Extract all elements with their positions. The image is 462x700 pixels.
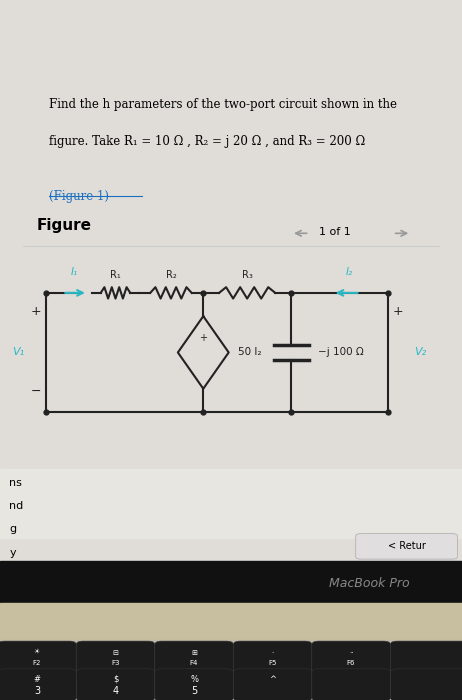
Bar: [0, 603, 462, 640]
FancyBboxPatch shape: [76, 668, 155, 700]
Text: I₁: I₁: [70, 267, 78, 276]
Text: ns: ns: [9, 478, 22, 488]
Bar: [0, 469, 462, 538]
Text: R₂: R₂: [165, 270, 176, 280]
FancyBboxPatch shape: [390, 668, 462, 700]
FancyBboxPatch shape: [312, 668, 390, 700]
Text: 50 I₂: 50 I₂: [238, 347, 261, 358]
Text: F2: F2: [33, 660, 41, 666]
Text: +: +: [199, 333, 207, 343]
Text: Figure: Figure: [37, 218, 92, 233]
Text: %: %: [190, 675, 198, 684]
Text: y: y: [9, 547, 16, 557]
Text: +: +: [31, 304, 41, 318]
FancyBboxPatch shape: [155, 641, 233, 673]
FancyBboxPatch shape: [0, 668, 76, 700]
Text: ^: ^: [269, 675, 276, 684]
Text: figure. Take R₁ = 10 Ω , R₂ = j 20 Ω , and R₃ = 200 Ω: figure. Take R₁ = 10 Ω , R₂ = j 20 Ω , a…: [49, 134, 365, 148]
Text: Find the h parameters of the two-port circuit shown in the: Find the h parameters of the two-port ci…: [49, 98, 396, 111]
Text: F5: F5: [268, 660, 277, 666]
Text: < Retur: < Retur: [388, 541, 426, 552]
Text: ·: ·: [272, 650, 274, 656]
Text: ⊟: ⊟: [113, 650, 118, 656]
Text: F6: F6: [347, 660, 355, 666]
Text: 1 of 1: 1 of 1: [319, 227, 351, 237]
Text: −: −: [31, 385, 41, 398]
FancyBboxPatch shape: [76, 641, 155, 673]
Text: g: g: [9, 524, 16, 534]
FancyBboxPatch shape: [233, 641, 312, 673]
Text: MacBook Pro: MacBook Pro: [329, 577, 410, 590]
Text: R₁: R₁: [110, 270, 121, 280]
Bar: [0, 640, 462, 672]
Text: 4: 4: [112, 686, 119, 696]
Text: 5: 5: [191, 686, 197, 696]
FancyBboxPatch shape: [390, 641, 462, 673]
Text: F3: F3: [111, 660, 120, 666]
Text: V₁: V₁: [12, 347, 24, 358]
Text: 3: 3: [34, 686, 40, 696]
Text: R₃: R₃: [242, 270, 253, 280]
Text: I₂: I₂: [345, 267, 353, 276]
Text: ☀: ☀: [34, 650, 40, 656]
Text: +: +: [393, 304, 403, 318]
FancyBboxPatch shape: [233, 668, 312, 700]
Text: F4: F4: [190, 660, 198, 666]
FancyBboxPatch shape: [155, 668, 233, 700]
Text: #: #: [33, 675, 41, 684]
FancyBboxPatch shape: [0, 641, 76, 673]
FancyBboxPatch shape: [356, 533, 457, 559]
FancyBboxPatch shape: [312, 641, 390, 673]
Text: ··: ··: [349, 650, 353, 656]
Text: −j 100 Ω: −j 100 Ω: [318, 347, 364, 358]
Bar: [0, 561, 462, 603]
Text: V₂: V₂: [414, 347, 426, 358]
Text: (Figure 1): (Figure 1): [49, 190, 109, 203]
Text: $: $: [113, 675, 118, 684]
Text: ⊞: ⊞: [191, 650, 197, 656]
Text: nd: nd: [9, 501, 24, 511]
